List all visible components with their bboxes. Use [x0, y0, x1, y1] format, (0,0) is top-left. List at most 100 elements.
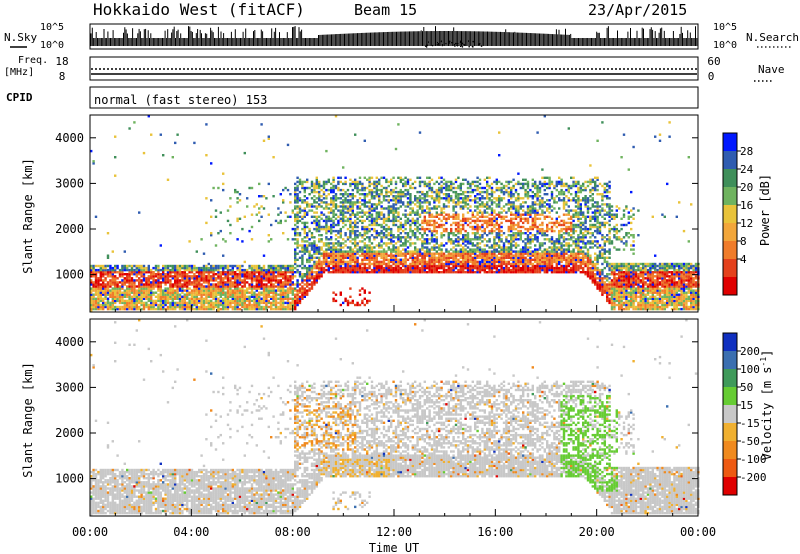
heatmap-cell — [454, 271, 458, 274]
heatmap-cell — [294, 262, 297, 266]
heatmap-cell — [126, 295, 129, 298]
heatmap-cell — [490, 186, 494, 190]
heatmap-cell — [471, 250, 474, 253]
heatmap-cell — [126, 287, 129, 290]
heatmap-cell — [219, 287, 222, 290]
heatmap-cell — [111, 291, 114, 294]
heatmap-cell — [303, 229, 306, 233]
heatmap-cell — [433, 266, 436, 270]
heatmap-cell — [171, 303, 174, 307]
heatmap-cell — [498, 131, 501, 134]
heatmap-cell — [222, 281, 225, 284]
heatmap-cell — [500, 225, 503, 229]
heatmap-cell — [142, 275, 146, 278]
heatmap-cell — [382, 207, 386, 210]
heatmap-cell — [320, 205, 323, 208]
heatmap-cell — [255, 264, 258, 268]
heatmap-cell — [430, 264, 434, 268]
heatmap-cell — [226, 275, 230, 278]
heatmap-cell — [174, 291, 177, 294]
heatmap-cell — [342, 242, 345, 245]
heatmap-cell — [106, 254, 110, 257]
heatmap-cell — [390, 271, 393, 274]
heatmap-cell — [390, 254, 393, 257]
heatmap-cell — [255, 289, 258, 292]
heatmap-cell — [296, 246, 299, 249]
heatmap-cell — [320, 213, 323, 216]
heatmap-cell — [418, 207, 422, 210]
heatmap-cell — [111, 307, 114, 311]
heatmap-cell — [474, 266, 477, 270]
heatmap-cell — [334, 256, 338, 259]
heatmap-cell — [380, 225, 383, 229]
heatmap-cell — [478, 193, 482, 196]
heatmap-cell — [181, 271, 184, 274]
heatmap-cell — [188, 301, 191, 305]
heatmap-cell — [435, 232, 438, 235]
heatmap-cell — [450, 184, 453, 188]
heatmap-cell — [356, 252, 359, 255]
heatmap-cell — [198, 297, 201, 300]
heatmap-cell — [320, 225, 323, 229]
heatmap-cell — [200, 287, 203, 290]
heatmap-cell — [236, 307, 239, 311]
heatmap-cell — [181, 279, 184, 282]
heatmap-cell — [380, 250, 383, 253]
heatmap-cell — [457, 213, 460, 216]
heatmap-cell — [380, 190, 383, 194]
heatmap-cell — [447, 197, 450, 200]
heatmap-cell — [195, 277, 198, 280]
heatmap-cell — [342, 221, 345, 225]
heatmap-cell — [370, 250, 374, 253]
heatmap-cell — [380, 188, 383, 192]
heatmap-cell — [190, 297, 194, 300]
heatmap-cell — [421, 260, 424, 264]
heatmap-cell — [370, 221, 374, 225]
heatmap-cell — [373, 246, 376, 249]
heatmap-cell — [442, 207, 446, 210]
heatmap-cell — [418, 252, 422, 255]
heatmap-cell — [130, 279, 134, 282]
heatmap-cell — [145, 283, 148, 286]
heatmap-cell — [361, 193, 364, 196]
heatmap-cell — [330, 211, 333, 214]
heatmap-cell — [248, 295, 251, 298]
heatmap-cell — [397, 229, 400, 233]
heatmap-cell — [387, 219, 390, 223]
heatmap-cell — [190, 301, 194, 305]
heatmap-cell — [284, 283, 287, 286]
heatmap-cell — [313, 186, 316, 190]
heatmap-cell — [116, 285, 119, 288]
heatmap-cell — [481, 256, 484, 259]
heatmap-cell — [262, 289, 266, 292]
heatmap-cell — [267, 271, 270, 274]
heatmap-cell — [402, 201, 405, 204]
heatmap-cell — [102, 291, 105, 294]
heatmap-cell — [428, 252, 431, 255]
heatmap-cell — [390, 180, 393, 184]
heatmap-cell — [370, 197, 374, 200]
heatmap-cell — [346, 201, 350, 204]
heatmap-cell — [486, 262, 489, 266]
heatmap-cell — [308, 227, 311, 231]
heatmap-cell — [423, 195, 426, 198]
heatmap-cell — [459, 244, 462, 247]
heatmap-cell — [409, 236, 412, 239]
heatmap-cell — [440, 248, 443, 251]
heatmap-cell — [433, 240, 436, 243]
heatmap-cell — [346, 238, 350, 241]
heatmap-cell — [267, 266, 270, 270]
heatmap-cell — [116, 277, 119, 280]
heatmap-cell — [166, 277, 170, 280]
heatmap-cell — [207, 301, 210, 305]
heatmap-cell — [92, 301, 95, 305]
heatmap-cell — [121, 293, 124, 296]
heatmap-cell — [188, 277, 191, 280]
heatmap-cell — [409, 266, 412, 270]
heatmap-cell — [394, 207, 398, 210]
heatmap-cell — [267, 285, 270, 288]
heatmap-cell — [128, 264, 131, 268]
heatmap-cell — [166, 307, 170, 311]
heatmap-cell — [320, 227, 323, 231]
heatmap-cell — [373, 271, 376, 274]
